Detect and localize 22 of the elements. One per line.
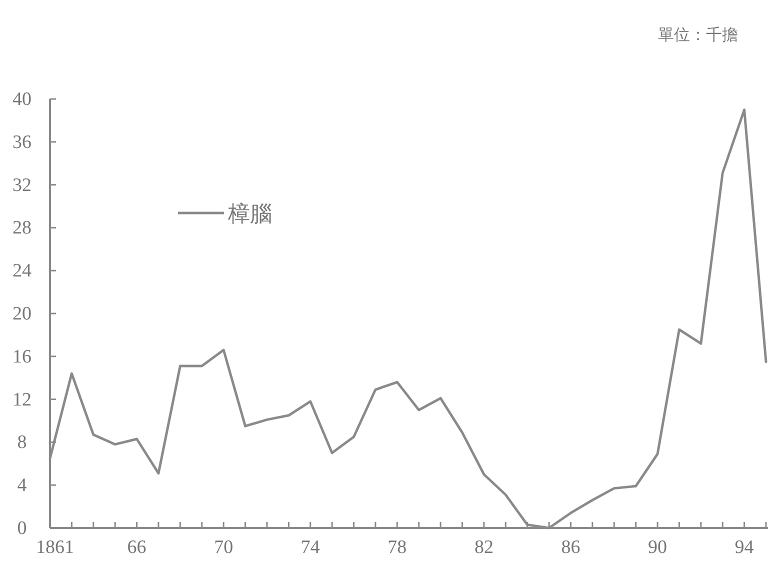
y-tick-label: 4 [17,475,28,496]
y-tick-label: 8 [17,432,27,454]
y-tick-label: 16 [12,346,32,368]
y-tick-label: 28 [12,218,32,239]
y-tick-label: 36 [12,132,32,153]
legend-label: 樟腦 [227,201,272,226]
text: 單位：千擔 [658,26,738,44]
x-tick-label: 66 [127,537,146,558]
y-tick-label: 20 [12,304,32,324]
x-tick-label: 86 [561,537,580,558]
y-tick-label: 32 [12,174,32,196]
y-tick-label: 40 [12,89,32,110]
x-tick-label: 94 [734,537,754,558]
x-tick-label: 74 [300,537,320,558]
y-tick-label: 0 [17,518,27,539]
x-tick-label: 1861 [36,537,74,558]
x-tick-label: 78 [388,537,407,558]
x-tick-label: 70 [214,537,234,558]
y-tick-label: 12 [12,389,32,410]
x-tick-label: 90 [648,537,668,558]
x-tick-label: 82 [474,537,494,558]
y-tick-label: 24 [12,260,32,282]
